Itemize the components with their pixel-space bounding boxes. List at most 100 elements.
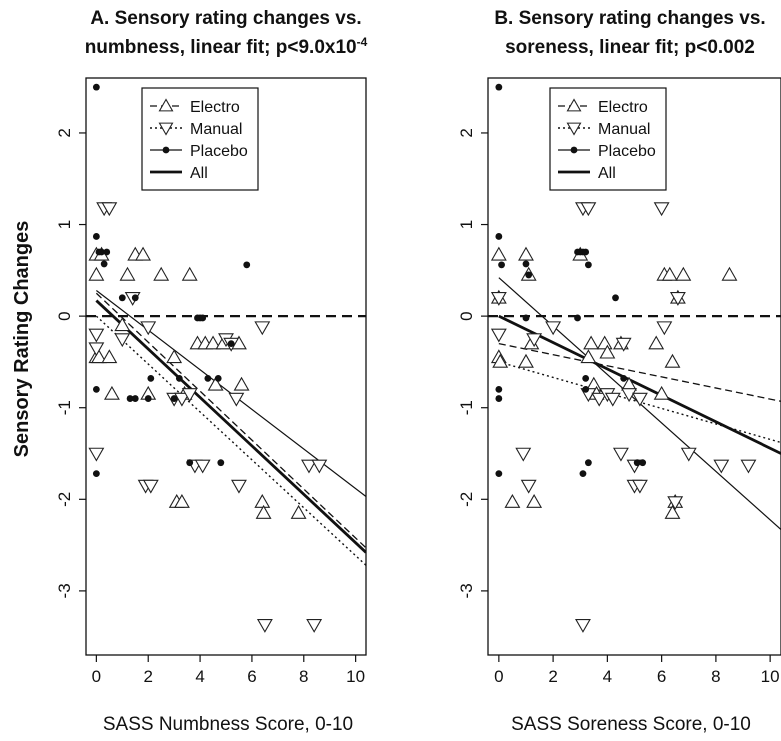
panel-b-point-placebo	[582, 385, 590, 393]
panel-a-point-electro	[255, 504, 272, 519]
panel-a-point-manual	[301, 459, 317, 474]
panel-a-point-manual	[173, 392, 190, 407]
panel-a-point-placebo	[118, 294, 126, 302]
panel-b-point-placebo	[495, 395, 503, 402]
panel-a-point-placebo	[98, 248, 105, 256]
panel-b-point-electro	[596, 335, 613, 350]
panel-b-ytick-label: 2	[457, 128, 476, 137]
panel-b-title-line2: soreness, linear fit; p<0.002	[505, 37, 755, 58]
panel-b-point-placebo	[498, 261, 505, 269]
panel-a-point-electro	[91, 349, 107, 364]
panel-a-point-electro	[181, 266, 198, 281]
panel-b-point-manual	[490, 292, 507, 306]
panel-b-point-placebo	[612, 294, 619, 302]
panel-a-point-electro	[290, 504, 307, 519]
panel-b-point-manual	[680, 447, 697, 462]
panel-b-point-manual	[515, 447, 532, 462]
panel-b-xtick-label: 8	[711, 667, 720, 686]
panel-b-point-placebo	[522, 314, 530, 322]
panel-b-ytick-label: 0	[457, 311, 476, 320]
panel-a-ytick-label: 1	[55, 220, 74, 229]
panel-b-point-placebo	[574, 314, 581, 322]
panel-b-point-placebo	[495, 233, 503, 240]
panel-a-point-placebo	[204, 375, 212, 382]
panel-a-xtick-label: 4	[195, 667, 204, 686]
panel-b-point-manual	[621, 388, 638, 403]
panel-b-point-electro	[653, 385, 670, 400]
panel-b-legend-label-all: All	[598, 165, 616, 182]
panel-b-point-electro	[648, 335, 665, 350]
panel-a-point-manual	[88, 342, 105, 357]
panel-a-point-manual	[254, 321, 271, 336]
panel-a-point-electro	[103, 385, 120, 400]
panel-a-ytick-label: 2	[55, 128, 74, 137]
panel-b-ytick-label: 1	[457, 220, 476, 229]
panel-a-point-manual	[256, 618, 273, 633]
panel-b-point-manual	[631, 479, 648, 494]
panel-b-point-manual	[740, 459, 757, 474]
panel-b-point-placebo	[495, 470, 503, 478]
panel-b-point-placebo	[582, 375, 590, 382]
panel-b-point-placebo	[495, 385, 503, 393]
panel-b-point-manual	[667, 496, 684, 511]
panel-a-ytick-label: -1	[55, 400, 74, 415]
panel-a-x-axis-label: SASS Numbness Score, 0-10	[103, 714, 353, 735]
panel-b-point-manual	[656, 321, 673, 336]
panel-b-point-placebo	[495, 83, 503, 91]
panel-b-point-manual	[526, 333, 543, 348]
panel-a-point-placebo	[92, 385, 100, 393]
panel-a-point-electro	[88, 266, 105, 281]
panel-a-point-placebo	[103, 248, 111, 256]
panel-b-point-manual	[669, 292, 686, 306]
panel-a-ytick-label: 0	[55, 311, 74, 320]
panel-a-title-line1: A. Sensory rating changes vs.	[90, 8, 361, 29]
panel-b-legend-label-placebo: Placebo	[598, 143, 656, 160]
panel-b-xtick-label: 0	[494, 667, 503, 686]
panel-a-point-manual	[88, 447, 105, 462]
panel-b-point-electro	[504, 493, 521, 508]
panel-b-point-electro	[661, 266, 678, 281]
panel-b-ytick-label: -3	[457, 583, 476, 598]
panel-a-xtick-label: 8	[299, 667, 308, 686]
panel-a-point-placebo	[175, 375, 183, 382]
panel-a-point-placebo	[217, 459, 225, 467]
panel-a-xtick-label: 0	[92, 667, 101, 686]
panel-a-ytick-label: -2	[55, 492, 74, 507]
panel-a-point-placebo	[227, 340, 235, 348]
panel-a-title-line2: numbness, linear fit; p<9.0x10-4	[85, 35, 368, 58]
y-axis-label: Sensory Rating Changes	[11, 221, 33, 458]
panel-b-point-manual	[545, 321, 562, 336]
panel-b-xtick-label: 4	[603, 667, 612, 686]
panel-b-point-manual	[612, 447, 629, 462]
panel-b-plot-area	[488, 83, 781, 633]
panel-b-fit-electro	[498, 342, 781, 402]
panel-b-fit-all	[498, 314, 781, 455]
panel-b-xtick-label: 10	[761, 667, 780, 686]
panel-a-point-manual	[228, 392, 245, 407]
panel-a-point-placebo	[199, 314, 207, 322]
panel-a-point-placebo	[243, 261, 251, 269]
panel-a-fit-manual	[95, 315, 366, 566]
panel-a-point-placebo	[186, 459, 194, 467]
panel-a-point-manual	[306, 618, 323, 633]
panel-b-point-electro	[664, 504, 681, 519]
panel-b-point-placebo	[579, 470, 587, 478]
panel-b-point-manual	[713, 459, 730, 474]
panel-b-point-electro	[675, 266, 692, 281]
panel-b-point-electro	[490, 246, 507, 261]
panel-a-point-placebo	[100, 260, 108, 268]
panel-a-plot-frame	[85, 77, 367, 656]
panel-b-title-line1: B. Sensory rating changes vs.	[494, 8, 765, 29]
panel-a-fit-all	[95, 299, 366, 554]
panel-b-ytick-label: -1	[457, 400, 476, 415]
panel-a-point-manual	[181, 388, 198, 403]
panel-a-point-placebo	[92, 83, 100, 91]
panel-b-point-placebo	[522, 260, 530, 268]
panel-b-point-placebo	[584, 459, 592, 467]
panel-a-point-electro	[205, 335, 221, 350]
panel-b-point-manual	[631, 392, 648, 407]
panel-a-xtick-label: 2	[143, 667, 152, 686]
panel-a-legend-marker-placebo	[162, 146, 170, 154]
panel-b-point-manual	[604, 392, 621, 407]
panel-a-point-placebo	[147, 375, 155, 382]
